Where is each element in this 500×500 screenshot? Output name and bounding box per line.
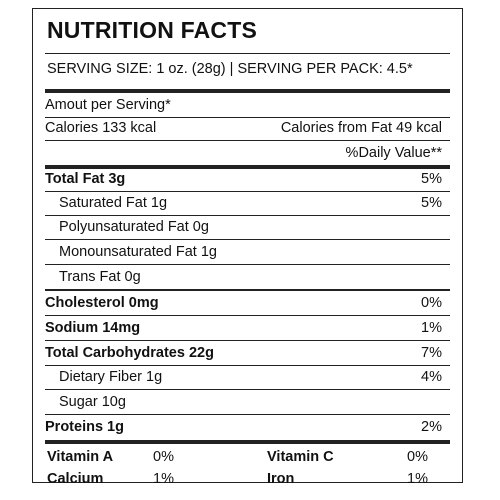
calories-from-fat: Calories from Fat 49 kcal — [280, 120, 442, 136]
divider — [45, 117, 450, 118]
nutrient-name: Total Fat 3g — [45, 171, 126, 187]
nutrient-name: Sodium 14mg — [45, 320, 141, 336]
nutrient-name: Sugar 10g — [59, 394, 126, 410]
nutrient-dv: 4% — [421, 369, 442, 385]
iron-label: Iron — [267, 471, 295, 487]
calories-row: Calories 133 kcal Calories from Fat 49 k… — [45, 117, 450, 139]
vitamin-c-label: Vitamin C — [267, 449, 334, 465]
daily-value-header-row: %Daily Value** — [45, 142, 450, 164]
nutrient-dv: 0% — [421, 295, 442, 311]
divider — [45, 239, 450, 240]
amount-per-serving: Amout per Serving* — [45, 97, 171, 113]
nutrient-row-sodium: Sodium 14mg 1% — [45, 317, 450, 339]
nutrient-row-trans-fat: Trans Fat 0g — [45, 266, 450, 288]
divider — [45, 289, 450, 291]
calcium-value: 1% — [153, 471, 174, 487]
nutrient-name: Monounsaturated Fat 1g — [59, 244, 217, 260]
divider-thick — [45, 440, 450, 444]
nutrient-row-polyunsaturated-fat: Polyunsaturated Fat 0g — [45, 216, 450, 238]
nutrient-name: Cholesterol 0mg — [45, 295, 159, 311]
divider — [45, 53, 450, 54]
nutrient-row-dietary-fiber: Dietary Fiber 1g 4% — [45, 366, 450, 388]
divider — [45, 264, 450, 265]
nutrient-dv: 5% — [421, 171, 442, 187]
divider-thick — [45, 89, 450, 93]
divider — [45, 215, 450, 216]
nutrient-dv: 2% — [421, 419, 442, 435]
nutrient-dv: 5% — [421, 195, 442, 211]
iron-value: 1% — [407, 471, 428, 487]
serving-line: SERVING SIZE: 1 oz. (28g) | SERVING PER … — [47, 61, 413, 77]
nutrient-name: Saturated Fat 1g — [59, 195, 168, 211]
nutrient-dv: 7% — [421, 345, 442, 361]
divider — [45, 340, 450, 341]
vitamin-a-value: 0% — [153, 449, 174, 465]
calcium-label: Calcium — [47, 471, 104, 487]
nutrient-row-cholesterol: Cholesterol 0mg 0% — [45, 292, 450, 314]
nutrient-row-total-fat: Total Fat 3g 5% — [45, 168, 450, 190]
nutrient-row-sugar: Sugar 10g — [45, 391, 450, 413]
vitamin-c-value: 0% — [407, 449, 428, 465]
divider — [45, 191, 450, 192]
nutrient-name: Total Carbohydrates 22g — [45, 345, 214, 361]
divider — [45, 315, 450, 316]
divider — [45, 389, 450, 390]
divider — [45, 365, 450, 366]
daily-value-header: %Daily Value** — [345, 145, 442, 161]
nutrient-row-total-carbohydrates: Total Carbohydrates 22g 7% — [45, 342, 450, 364]
nutrient-name: Proteins 1g — [45, 419, 124, 435]
nutrition-facts-label: NUTRITION FACTS SERVING SIZE: 1 oz. (28g… — [32, 8, 463, 487]
label-title: NUTRITION FACTS — [47, 17, 257, 43]
nutrient-row-saturated-fat: Saturated Fat 1g 5% — [45, 192, 450, 214]
nutrient-row-proteins: Proteins 1g 2% — [45, 416, 450, 438]
divider — [45, 414, 450, 415]
divider — [45, 140, 450, 141]
nutrient-row-monounsaturated-fat: Monounsaturated Fat 1g — [45, 241, 450, 263]
divider-thick — [45, 165, 450, 169]
nutrient-name: Dietary Fiber 1g — [59, 369, 163, 385]
nutrient-dv: 1% — [421, 320, 442, 336]
vitamin-a-label: Vitamin A — [47, 449, 114, 465]
calories: Calories 133 kcal — [45, 120, 157, 136]
amount-per-serving-row: Amout per Serving* — [45, 94, 450, 116]
nutrient-name: Trans Fat 0g — [59, 269, 141, 285]
nutrient-name: Polyunsaturated Fat 0g — [59, 219, 209, 235]
